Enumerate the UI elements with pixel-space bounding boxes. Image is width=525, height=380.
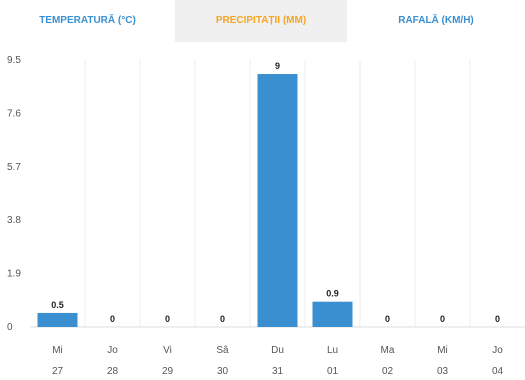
y-tick-label: 7.6 bbox=[7, 108, 21, 119]
y-tick-label: 0 bbox=[7, 322, 13, 333]
data-label: 0 bbox=[165, 314, 170, 324]
x-tick-day: Jo bbox=[107, 345, 118, 356]
bar bbox=[257, 74, 298, 327]
tab-precipitation[interactable]: PRECIPITAȚII (MM) bbox=[175, 0, 347, 42]
x-tick-date: 31 bbox=[272, 366, 284, 377]
x-tick-day: Sâ bbox=[216, 345, 229, 356]
y-tick-label: 5.7 bbox=[7, 162, 21, 173]
x-tick-date: 02 bbox=[382, 366, 394, 377]
data-label: 0 bbox=[110, 314, 115, 324]
x-tick-date: 30 bbox=[217, 366, 229, 377]
data-label: 0 bbox=[495, 314, 500, 324]
x-tick-date: 03 bbox=[437, 366, 449, 377]
precipitation-bar-chart: 0 1.9 3.8 5.7 7.6 9.5 0.5 Mi 27 0 Jo 28 0 Vi 29 0 Sâ 30 9 D… bbox=[7, 55, 525, 377]
tab-wind-gust[interactable]: RAFALĂ (KM/H) bbox=[398, 15, 474, 26]
x-tick-day: Ma bbox=[381, 345, 395, 356]
x-tick-day: Mi bbox=[52, 345, 63, 356]
x-tick-date: 27 bbox=[52, 366, 64, 377]
y-tick-label: 1.9 bbox=[7, 269, 21, 280]
data-label: 0.9 bbox=[326, 289, 339, 299]
data-label: 0.5 bbox=[51, 300, 64, 310]
data-label: 0 bbox=[385, 314, 390, 324]
y-tick-label: 3.8 bbox=[7, 215, 21, 226]
x-tick-date: 29 bbox=[162, 366, 174, 377]
x-tick-day: Vi bbox=[163, 345, 172, 356]
x-tick-day: Du bbox=[271, 345, 284, 356]
x-tick-day: Mi bbox=[437, 345, 448, 356]
x-tick-day: Jo bbox=[492, 345, 503, 356]
x-tick-date: 28 bbox=[107, 366, 119, 377]
data-label: 0 bbox=[440, 314, 445, 324]
tab-bar: TEMPERATURĂ (°C) PRECIPITAȚII (MM) RAFAL… bbox=[0, 0, 525, 42]
bar bbox=[312, 301, 353, 327]
data-label: 9 bbox=[275, 61, 280, 71]
data-label: 0 bbox=[220, 314, 225, 324]
x-tick-date: 04 bbox=[492, 366, 504, 377]
x-tick-date: 01 bbox=[327, 366, 339, 377]
x-tick-day: Lu bbox=[327, 345, 338, 356]
tab-temperature[interactable]: TEMPERATURĂ (°C) bbox=[39, 15, 136, 26]
bar bbox=[37, 312, 78, 327]
y-tick-label: 9.5 bbox=[7, 55, 21, 66]
